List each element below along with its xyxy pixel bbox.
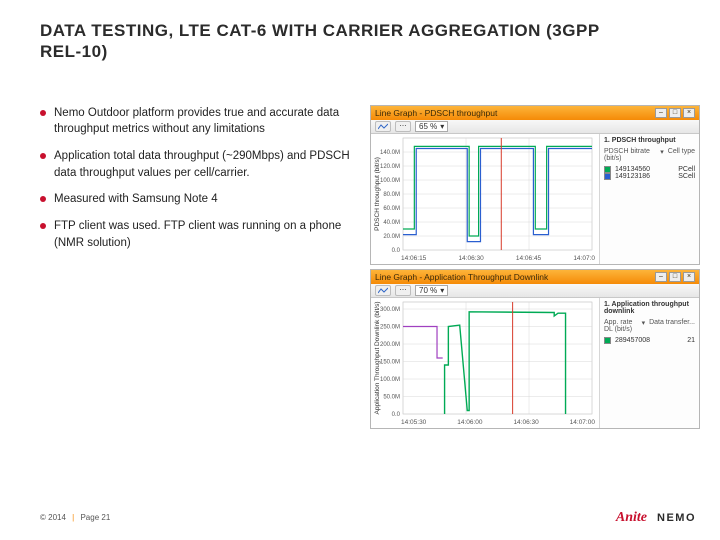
x-axis-ticks: 14:06:15 14:06:30 14:06:45 14:07:0 <box>371 254 599 264</box>
svg-text:20.0M: 20.0M <box>383 234 400 240</box>
svg-text:300.0M: 300.0M <box>380 307 400 313</box>
svg-text:150.0M: 150.0M <box>380 359 400 365</box>
svg-text:50.0M: 50.0M <box>383 394 400 400</box>
legend-extra: PCell <box>678 166 695 173</box>
legend-title: 1. Application throughput downlink <box>604 301 695 315</box>
panel-title: Line Graph - Application Throughput Down… <box>375 272 548 282</box>
legend-swatch <box>604 337 611 344</box>
app-throughput-chart: 0.0 50.0M 100.0M 150.0M 200.0M 250.0M 300.0MAp… <box>371 298 596 418</box>
svg-text:100.0M: 100.0M <box>380 178 400 184</box>
legend-app: 1. Application throughput downlink App. … <box>599 298 699 428</box>
zoom-value[interactable]: 70 %▾ <box>415 285 448 296</box>
legend-title: 1. PDSCH throughput <box>604 137 695 144</box>
legend-row: 289457008 21 <box>604 337 695 344</box>
zoom-value[interactable]: 65 %▾ <box>415 121 448 132</box>
chart-type-icon[interactable] <box>375 285 391 296</box>
svg-text:250.0M: 250.0M <box>380 324 400 330</box>
svg-text:120.0M: 120.0M <box>380 164 400 170</box>
svg-text:0.0: 0.0 <box>392 412 401 418</box>
svg-text:0.0: 0.0 <box>392 248 401 254</box>
panel-titlebar[interactable]: Line Graph - PDSCH throughput – □ × <box>371 106 699 120</box>
page-number: Page 21 <box>80 513 110 522</box>
svg-text:80.0M: 80.0M <box>383 192 400 198</box>
bullet-item: Nemo Outdoor platform provides true and … <box>40 105 370 138</box>
legend-columns: PDSCH bitrate (bit/s)▾ Cell type <box>604 148 695 162</box>
x-axis-ticks: 14:05:30 14:06:00 14:06:30 14:07:00 <box>371 418 599 428</box>
minimize-icon[interactable]: – <box>655 272 667 282</box>
panel-toolbar: ⋯ 65 %▾ <box>371 120 699 134</box>
bullet-list: Nemo Outdoor platform provides true and … <box>40 105 370 429</box>
config-icon[interactable]: ⋯ <box>395 121 411 132</box>
legend-swatch <box>604 173 611 180</box>
panel-pdsch: Line Graph - PDSCH throughput – □ × ⋯ 65… <box>370 105 700 265</box>
legend-value: 289457008 <box>615 337 683 344</box>
legend-row: 149123186 SCell <box>604 173 695 180</box>
svg-text:140.0M: 140.0M <box>380 150 400 156</box>
svg-text:40.0M: 40.0M <box>383 220 400 226</box>
nemo-logo: NEMO <box>657 512 696 524</box>
svg-text:60.0M: 60.0M <box>383 206 400 212</box>
legend-swatch <box>604 166 611 173</box>
page-title: DATA TESTING, LTE CAT-6 WITH CARRIER AGG… <box>40 20 620 63</box>
legend-extra: 21 <box>687 337 695 344</box>
legend-extra: SCell <box>678 173 695 180</box>
footer: © 2014 | Page 21 <box>40 513 110 522</box>
legend-columns: App. rate DL (bit/s)▾ Data transfer... <box>604 319 695 333</box>
maximize-icon[interactable]: □ <box>669 272 681 282</box>
panel-titlebar[interactable]: Line Graph - Application Throughput Down… <box>371 270 699 284</box>
bullet-item: FTP client was used. FTP client was runn… <box>40 218 370 251</box>
maximize-icon[interactable]: □ <box>669 108 681 118</box>
close-icon[interactable]: × <box>683 272 695 282</box>
minimize-icon[interactable]: – <box>655 108 667 118</box>
anite-logo: Anite <box>616 510 647 526</box>
legend-value: 149123186 <box>615 173 674 180</box>
svg-text:PDSCH throughput (bit/s): PDSCH throughput (bit/s) <box>374 157 381 231</box>
svg-text:Application Throughput Downlin: Application Throughput Downlink (bit/s) <box>374 301 381 414</box>
close-icon[interactable]: × <box>683 108 695 118</box>
legend-value: 149134560 <box>615 166 674 173</box>
chart-type-icon[interactable] <box>375 121 391 132</box>
brand-block: Anite NEMO <box>616 510 696 526</box>
svg-text:200.0M: 200.0M <box>380 342 400 348</box>
legend-pdsch: 1. PDSCH throughput PDSCH bitrate (bit/s… <box>599 134 699 264</box>
svg-text:100.0M: 100.0M <box>380 377 400 383</box>
panel-title: Line Graph - PDSCH throughput <box>375 108 497 118</box>
bullet-item: Measured with Samsung Note 4 <box>40 191 370 208</box>
pdsch-chart: 0.0 20.0M 40.0M 60.0M 80.0M 100.0M 120.0M 140.0… <box>371 134 596 254</box>
legend-row: 149134560 PCell <box>604 166 695 173</box>
copyright: © 2014 <box>40 513 66 522</box>
bullet-item: Application total data throughput (~290M… <box>40 148 370 181</box>
panel-toolbar: ⋯ 70 %▾ <box>371 284 699 298</box>
config-icon[interactable]: ⋯ <box>395 285 411 296</box>
panel-app-throughput: Line Graph - Application Throughput Down… <box>370 269 700 429</box>
